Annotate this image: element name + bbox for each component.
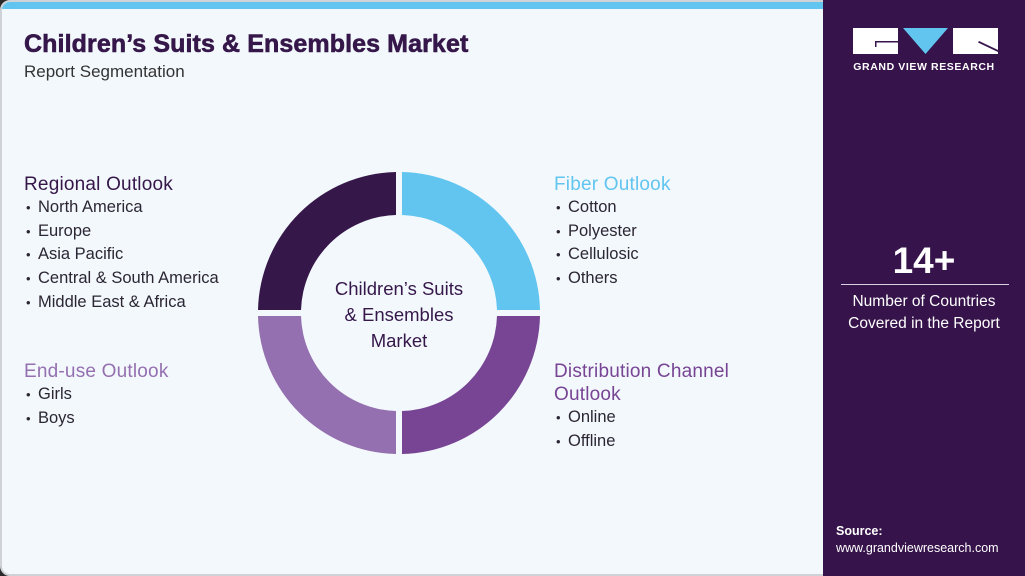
segment-list: • Online • Offline <box>554 406 774 453</box>
donut-segment-distribution <box>402 316 540 454</box>
bullet-icon: • <box>26 223 31 239</box>
list-item: • Online <box>554 406 774 430</box>
list-item: • Polyester <box>554 220 671 244</box>
list-item: • Boys <box>24 407 169 431</box>
section-title: Regional Outlook <box>24 174 173 195</box>
top-accent-bar <box>2 2 824 9</box>
enduse-outlook-section: End-use Outlook • Girls • Boys <box>24 360 169 430</box>
list-item: • Girls <box>24 383 169 407</box>
grand-view-research-logo-icon <box>853 28 998 54</box>
bullet-icon: • <box>556 223 561 239</box>
logo-text: GRAND VIEW RESEARCH <box>853 61 995 73</box>
donut-center-label: Children’s Suits & Ensembles Market <box>334 278 464 351</box>
fiber-outlook-section: Fiber Outlook • Cotton • Polyester • Cellul… <box>554 173 671 291</box>
bullet-icon: • <box>26 294 31 310</box>
source-link[interactable]: www.grandviewresearch.com <box>836 541 999 555</box>
donut-segment-regional <box>258 172 396 310</box>
list-item: • Asia Pacific <box>24 243 219 267</box>
list-item: • North America <box>24 196 219 220</box>
donut-segment-enduse <box>258 316 396 454</box>
list-item: • Cotton <box>554 196 671 220</box>
bullet-icon: • <box>26 387 31 402</box>
regional-outlook-section: Regional Outlook • North America • Europe … <box>24 173 219 315</box>
bullet-icon: • <box>26 247 31 263</box>
bullet-icon: • <box>556 247 561 263</box>
list-item: • Cellulosic <box>554 243 671 267</box>
list-item: • Middle East & Africa <box>24 291 219 315</box>
section-title: End-use Outlook <box>24 361 169 382</box>
bullet-icon: • <box>26 271 31 287</box>
stat-description: Number of Countries Covered in the Repor… <box>848 293 1000 332</box>
stat-number: 14+ <box>892 240 956 281</box>
segment-list: • Girls • Boys <box>24 383 169 430</box>
donut-segment-fiber <box>402 172 540 310</box>
source-label: Source: <box>836 524 883 538</box>
segment-list: • North America • Europe • Asia Pacific • Ce… <box>24 196 219 315</box>
sidebar-panel: GRAND VIEW RESEARCH 14+ Number of Countr… <box>823 0 1025 576</box>
list-item: • Europe <box>24 220 219 244</box>
list-item: • Others <box>554 267 671 291</box>
bullet-icon: • <box>556 433 561 449</box>
bullet-icon: • <box>26 200 31 215</box>
bullet-icon: • <box>556 271 561 287</box>
bullet-icon: • <box>556 410 561 425</box>
section-title: Distribution Channel Outlook <box>554 361 730 405</box>
section-title: Fiber Outlook <box>554 174 671 195</box>
page-title: Children’s Suits & Ensembles Market <box>24 30 469 59</box>
stat-divider <box>841 284 1009 285</box>
segmentation-donut-chart <box>258 172 540 454</box>
distribution-channel-outlook-section: Distribution Channel Outlook • Online • Of… <box>554 360 774 453</box>
bullet-icon: • <box>556 200 561 215</box>
list-item: • Central & South America <box>24 267 219 291</box>
segment-list: • Cotton • Polyester • Cellulosic • Others <box>554 196 671 291</box>
bullet-icon: • <box>26 410 31 426</box>
list-item: • Offline <box>554 430 774 454</box>
page-subtitle: Report Segmentation <box>24 62 185 81</box>
